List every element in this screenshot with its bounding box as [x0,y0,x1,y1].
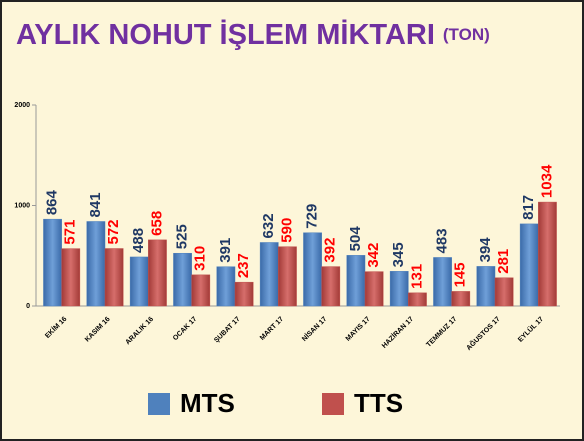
bar [61,248,81,307]
legend-swatch [322,393,344,415]
bar [364,271,384,307]
legend-swatch [148,393,170,415]
value-label: 632 [260,213,277,238]
value-label: 571 [62,220,79,245]
bar [86,221,106,307]
y-tick-label: 1000 [14,202,30,209]
bar [216,266,236,307]
value-label: 394 [477,237,494,263]
bar [129,256,149,307]
value-label: 237 [235,253,252,278]
bar [538,201,557,307]
bar [148,239,167,307]
bar [519,223,539,307]
bar [476,266,496,307]
value-label: 488 [130,228,147,253]
value-label: 391 [217,238,234,263]
y-tick-label: 0 [26,303,30,310]
value-label: 504 [347,226,364,252]
value-label: 281 [495,249,512,274]
bar [346,255,366,307]
value-label: 590 [278,218,295,243]
bar [234,281,254,307]
value-label: 572 [105,219,122,244]
legend-label: TTS [354,388,403,418]
title-suffix: (TON) [443,25,490,44]
bar [433,257,452,307]
value-label: 342 [365,243,382,268]
value-label: 817 [520,195,537,220]
value-label: 1034 [538,164,555,198]
bar [104,248,124,307]
value-label: 310 [192,246,209,271]
value-label: 525 [174,224,191,249]
value-label: 131 [408,264,425,289]
value-label: 864 [44,189,61,215]
chart-title: AYLIK NOHUT İŞLEM MİKTARI (TON) [16,19,490,51]
bar [43,218,62,307]
value-label: 345 [390,242,407,267]
bar [191,274,211,307]
value-label: 841 [87,192,104,217]
bar [173,252,192,307]
y-tick-label: 2000 [14,102,30,109]
bar [389,271,409,307]
bar [451,291,471,307]
value-label: 729 [304,204,321,229]
bar [321,266,341,307]
bar [408,292,427,307]
value-label: 658 [148,211,165,236]
bar [494,277,514,307]
bar [259,242,279,307]
value-label: 392 [322,238,339,263]
legend-label: MTS [180,388,235,418]
value-label: 145 [452,262,469,287]
value-label: 483 [434,228,451,253]
bar [278,246,297,307]
title-main: AYLIK NOHUT İŞLEM MİKTARI [16,19,435,51]
bar [303,232,322,307]
